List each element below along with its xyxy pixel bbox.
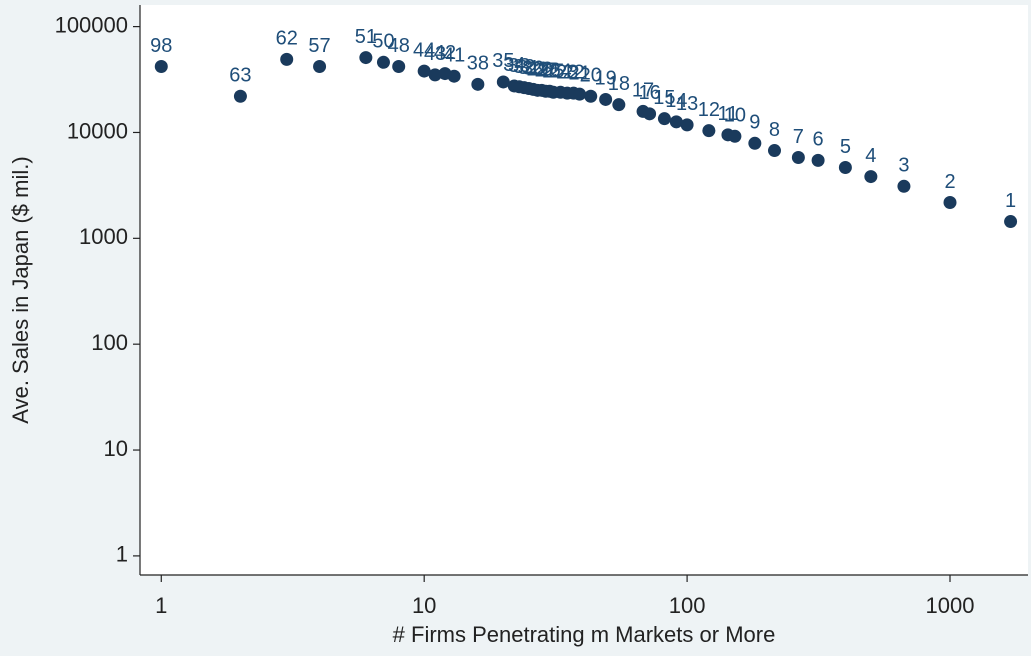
point <box>154 59 168 73</box>
point-label: 41 <box>443 44 465 66</box>
point-label: 4 <box>865 145 876 167</box>
y-tick-label: 10 <box>104 436 128 461</box>
point <box>584 89 598 103</box>
point <box>376 55 390 69</box>
point-label: 19 <box>595 68 617 90</box>
point <box>313 59 327 73</box>
y-tick-label: 1000 <box>79 224 128 249</box>
point-label: 43 <box>424 43 446 65</box>
point-label: 38 <box>467 53 489 75</box>
point <box>864 170 878 184</box>
point <box>838 160 852 174</box>
point <box>680 118 694 132</box>
x-tick-label: 100 <box>669 593 706 618</box>
point-label: 3 <box>898 155 909 177</box>
point-label: 14 <box>665 90 687 112</box>
point <box>428 68 442 82</box>
y-axis-title: Ave. Sales in Japan ($ mil.) <box>8 156 33 423</box>
point <box>767 144 781 158</box>
point-label: 42 <box>434 42 456 64</box>
point-label: 62 <box>276 28 298 50</box>
x-tick-label: 1000 <box>926 593 975 618</box>
point-label: 18 <box>608 73 630 95</box>
point-label: 44 <box>413 39 435 61</box>
point-label: 28 <box>531 59 553 81</box>
point-label: 23 <box>556 61 578 83</box>
plot-area <box>140 5 1028 575</box>
point-label: 17 <box>632 80 654 102</box>
point-label: 25 <box>542 60 564 82</box>
point-label: 10 <box>724 105 746 127</box>
y-tick-label: 100 <box>91 330 128 355</box>
point-label: 33 <box>508 55 530 77</box>
x-tick-label: 1 <box>155 593 167 618</box>
point-label: 29 <box>526 59 548 81</box>
point <box>280 52 294 66</box>
x-axis-title: # Firms Penetrating m Markets or More <box>393 622 776 647</box>
point-label: 57 <box>308 35 330 57</box>
point-label: 7 <box>793 126 804 148</box>
x-tick-label: 10 <box>412 593 436 618</box>
point-label: 16 <box>638 82 660 104</box>
point <box>791 151 805 165</box>
point-label: 31 <box>518 57 540 79</box>
point <box>612 98 626 112</box>
point <box>728 129 742 143</box>
point-label: 98 <box>150 35 172 57</box>
point <box>811 153 825 167</box>
point-label: 21 <box>568 62 590 84</box>
point <box>233 89 247 103</box>
point-label: 2 <box>944 171 955 193</box>
point-label: 20 <box>580 64 602 86</box>
point-label: 48 <box>388 35 410 57</box>
point <box>943 195 957 209</box>
point-label: 26 <box>538 60 560 82</box>
point-label: 34 <box>503 54 525 76</box>
y-tick-label: 10000 <box>67 118 128 143</box>
point <box>657 112 671 126</box>
point-label: 30 <box>522 58 544 80</box>
point-label: 1 <box>1005 190 1016 212</box>
point-label: 6 <box>813 129 824 151</box>
point-label: 12 <box>698 99 720 121</box>
point <box>643 107 657 121</box>
point-label: 11 <box>718 103 739 125</box>
point <box>496 75 510 89</box>
point-label: 35 <box>492 50 514 72</box>
point-label: 22 <box>562 61 584 83</box>
point <box>447 69 461 83</box>
point <box>573 87 587 101</box>
point <box>599 92 613 106</box>
point-label: 50 <box>372 31 394 53</box>
y-tick-label: 100000 <box>55 12 128 37</box>
point-label: 8 <box>769 119 780 141</box>
point-label: 63 <box>229 64 251 86</box>
point-label: 32 <box>513 56 535 78</box>
point <box>471 77 485 91</box>
point-label: 27 <box>535 60 557 82</box>
point <box>392 59 406 73</box>
point <box>669 115 683 129</box>
point <box>897 179 911 193</box>
point-label: 51 <box>355 26 377 48</box>
point <box>748 136 762 150</box>
point-label: 13 <box>676 93 698 115</box>
y-tick-label: 1 <box>116 542 128 567</box>
point-label: 15 <box>653 87 675 109</box>
point-label: 24 <box>549 60 571 82</box>
point <box>417 64 431 78</box>
point-label: 9 <box>749 112 760 134</box>
point <box>702 124 716 138</box>
point-label: 5 <box>840 136 851 158</box>
point <box>359 51 373 65</box>
point <box>1004 215 1018 229</box>
